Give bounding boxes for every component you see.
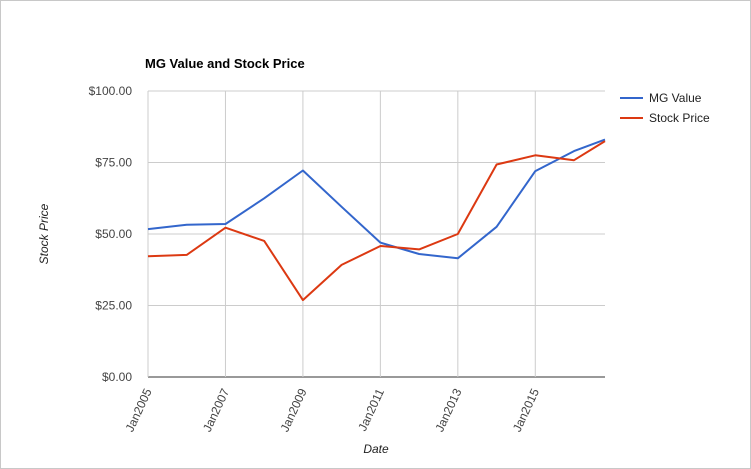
chart-title: MG Value and Stock Price [145, 56, 305, 71]
x-tick-label: Jan2013 [432, 386, 464, 434]
y-tick-label: $75.00 [95, 156, 132, 170]
x-tick-label: Jan2015 [510, 386, 542, 434]
y-axis-title: Stock Price [37, 203, 51, 264]
legend: MG Value Stock Price [620, 91, 710, 125]
y-tick-label: $100.00 [89, 84, 133, 98]
x-tick-label: Jan2009 [277, 386, 309, 434]
y-tick-label: $0.00 [102, 370, 132, 384]
legend-label: MG Value [649, 91, 702, 105]
x-axis-title: Date [363, 442, 389, 456]
series-lines [147, 138, 606, 302]
y-tick-label: $50.00 [95, 227, 132, 241]
grid [147, 90, 605, 378]
x-tick-label: Jan2005 [123, 386, 155, 434]
series-line-stock-price [147, 140, 606, 302]
y-tick-label: $25.00 [95, 299, 132, 313]
x-tick-label: Jan2007 [200, 386, 232, 434]
series-line-mg-value [147, 138, 606, 260]
legend-label: Stock Price [649, 111, 710, 125]
x-tick-label: Jan2011 [355, 386, 387, 433]
axes: $0.00 $25.00 $50.00 $75.00 $100.00 Jan2005 Jan… [89, 84, 543, 434]
